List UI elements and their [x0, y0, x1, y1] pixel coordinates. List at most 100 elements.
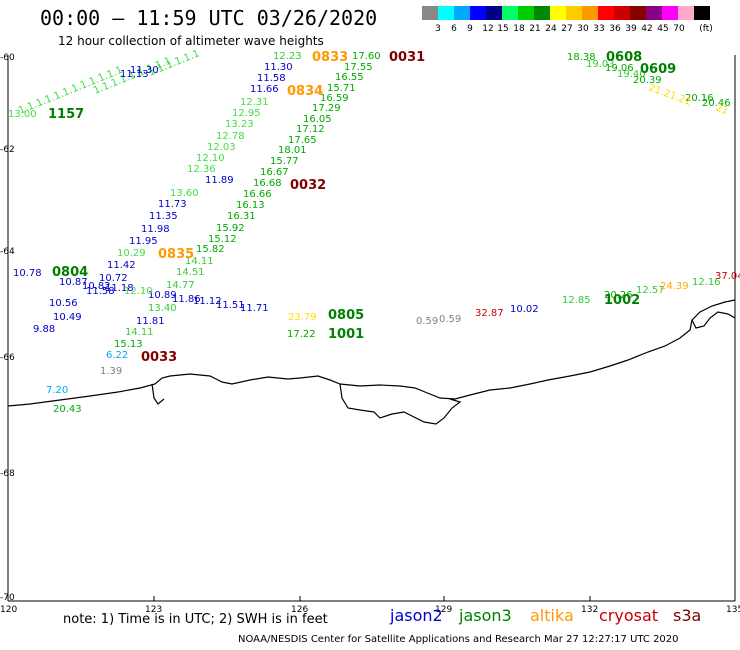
wave-height-label: 10.49 [53, 312, 82, 323]
wave-height-label: 10.87 [59, 277, 88, 288]
wave-height-label: 11.71 [240, 303, 269, 314]
wave-height-label: 10.89 [148, 290, 177, 301]
wave-height-label: 16.31 [227, 211, 256, 222]
lon-label: 126 [291, 605, 308, 615]
antarctic-coastline [7, 299, 736, 407]
wave-height-label: 11.58 [257, 73, 286, 84]
wave-height-label: 16.66 [243, 189, 272, 200]
wave-height-label: 12.10 [196, 153, 225, 164]
wave-height-label: 12.16 [692, 277, 721, 288]
wave-height-label: 9.88 [33, 324, 55, 335]
colorbar-label: 21 [529, 24, 540, 34]
colorbar-unit: (ft) [699, 24, 713, 34]
wave-height-label: 10.56 [49, 298, 78, 309]
lon-label: 129 [435, 605, 452, 615]
wave-height-label: 10.29 [117, 248, 146, 259]
lon-label: 135 [726, 605, 740, 615]
colorbar-swatch [646, 6, 662, 20]
wave-height-label: 11.30 [264, 62, 293, 73]
time-label: 0834 [287, 84, 323, 99]
wave-height-label: 13.00 [8, 109, 37, 120]
colorbar-swatch [486, 6, 502, 20]
wave-height-label: 15.82 [196, 244, 225, 255]
wave-height-label: 20.43 [53, 404, 82, 415]
wave-height-label: 16.13 [236, 200, 265, 211]
time-label: 0835 [158, 247, 194, 262]
wave-height-label: 11.12 [193, 296, 222, 307]
wave-height-label: 17.65 [288, 135, 317, 146]
coastline-spur [151, 383, 165, 405]
wave-height-label: 18.01 [278, 145, 307, 156]
dense-track-labels: 11.30 [130, 65, 159, 76]
map-title: 00:00 – 11:59 UTC 03/26/2020 [40, 6, 378, 30]
lat-label: -60 [0, 53, 15, 63]
colorbar-label: 30 [577, 24, 589, 34]
wave-height-label: 16.55 [335, 72, 364, 83]
wave-height-label: 18.38 [567, 52, 596, 63]
wave-height-label: 19.03 [586, 59, 615, 70]
time-label: 1001 [328, 327, 364, 342]
wave-height-label: 37.04 [715, 271, 740, 282]
wave-height-label: 12.10 [124, 286, 153, 297]
wave-height-label: 19.06 [605, 63, 634, 74]
wave-height-label: 17.12 [296, 124, 325, 135]
wave-height-label: 11.81 [136, 316, 165, 327]
colorbar-label: 12 [482, 24, 493, 34]
wave-height-label: 11.86 [172, 294, 201, 305]
legend-altika: altika [530, 606, 574, 625]
time-label: 0609 [640, 62, 676, 77]
colorbar-label: 70 [673, 24, 685, 34]
wave-height-label: 12.85 [562, 295, 591, 306]
wave-height-label: 20.46 [702, 98, 731, 109]
legend-jason2: jason2 [390, 606, 443, 625]
wave-height-label: 19.40 [617, 69, 646, 80]
lat-label: -62 [0, 145, 15, 155]
lon-label: 120 [0, 605, 17, 615]
map-subtitle: 12 hour collection of altimeter wave hei… [58, 34, 324, 48]
wave-height-label: 15.12 [208, 234, 237, 245]
time-label: 0033 [141, 350, 177, 365]
wave-height-label: 17.55 [344, 62, 373, 73]
time-label: 0031 [389, 50, 425, 65]
wave-height-label: 16.68 [253, 178, 282, 189]
wave-height-label: 12.31 [240, 97, 269, 108]
dense-track-labels: 1.1.1.1.1.1.1.1.1.1.1.1 1.1.1.1.1.1.1.1.… [17, 48, 201, 116]
wave-height-label: 7.20 [46, 385, 68, 396]
colorbar-swatch [614, 6, 630, 20]
wave-height-label: 20.26 [604, 290, 633, 301]
wave-height-label: 17.29 [312, 103, 341, 114]
colorbar-swatch [454, 6, 470, 20]
lat-label: -70 [0, 593, 15, 603]
time-label: 1002 [604, 293, 640, 308]
colorbar-label: 45 [657, 24, 668, 34]
time-label: 0608 [606, 50, 642, 65]
wave-height-label: 1.39 [100, 366, 122, 377]
lat-label: -66 [0, 353, 15, 363]
wave-height-label: 11.95 [129, 236, 158, 247]
colorbar-swatch [582, 6, 598, 20]
svg-text:21.21.21: 21.21.21 [647, 82, 693, 108]
legend-cryosat: cryosat [599, 606, 659, 625]
wave-height-label: 13.40 [148, 303, 177, 314]
wave-height-label: 15.71 [327, 83, 356, 94]
wave-height-label: 11.98 [141, 224, 170, 235]
wave-height-label: 12.78 [216, 131, 245, 142]
wave-height-label: 13.23 [225, 119, 254, 130]
colorbar-label: 9 [467, 24, 473, 34]
wave-height-label: 12.03 [207, 142, 236, 153]
colorbar-swatch [598, 6, 614, 20]
colorbar-swatch [502, 6, 518, 20]
wave-height-label: 14.11 [125, 327, 154, 338]
wave-height-label: 32.87 [475, 308, 504, 319]
wave-height-label: 24.39 [660, 281, 689, 292]
coastline-east [691, 311, 736, 329]
svg-text:21: 21 [714, 102, 730, 117]
colorbar-swatch [662, 6, 678, 20]
wave-height-label: 12.23 [273, 51, 302, 62]
wave-height-label: 0.59 [416, 316, 438, 327]
time-label: 0805 [328, 308, 364, 323]
colorbar-swatch [422, 6, 438, 20]
wave-height-label: 10.02 [510, 304, 539, 315]
wave-height-label: 12.95 [232, 108, 261, 119]
